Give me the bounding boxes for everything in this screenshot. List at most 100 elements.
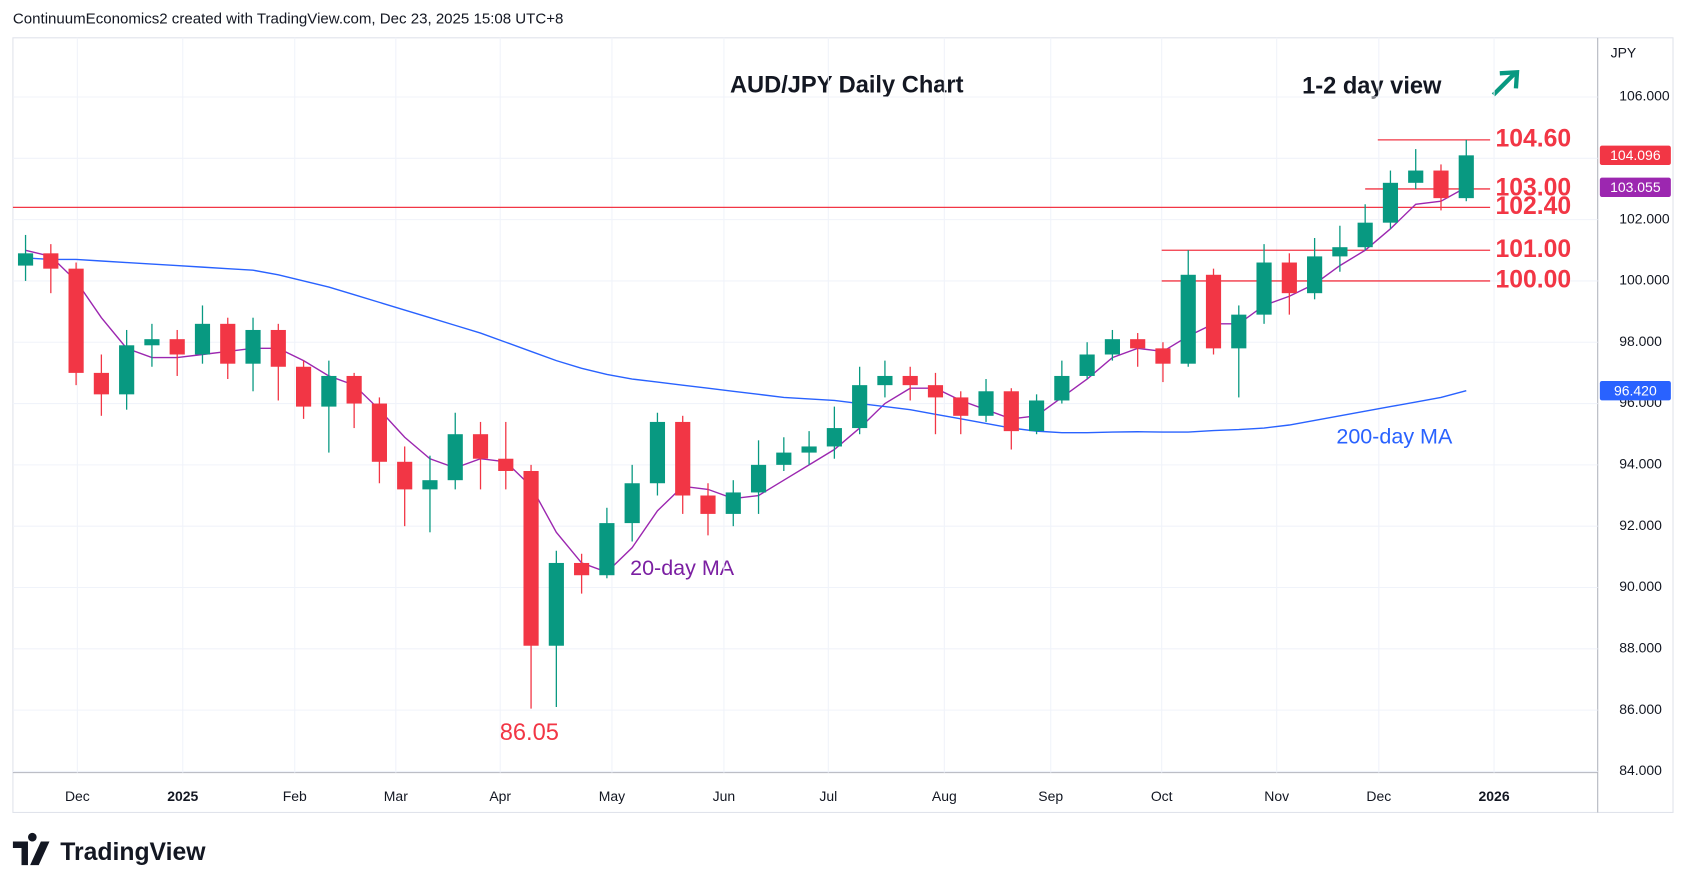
candle-body: [346, 375, 362, 404]
candle-body: [1332, 247, 1348, 257]
candle-body: [826, 428, 842, 447]
candle-body: [548, 562, 564, 646]
candle-body: [1433, 170, 1449, 199]
candle-body: [1231, 314, 1247, 349]
candle-body: [750, 464, 767, 493]
x-tick-label: Aug: [932, 788, 957, 804]
candle-body: [371, 403, 387, 462]
low-label: 86.05: [500, 720, 559, 746]
x-tick-label: Jul: [819, 788, 837, 804]
candle-body: [472, 434, 489, 459]
candle-body: [927, 385, 944, 398]
candle-body: [523, 470, 539, 646]
x-tick-label: Dec: [65, 788, 90, 804]
candle-body: [902, 375, 918, 386]
y-tick-label: 102.000: [1619, 210, 1670, 226]
candle-body: [43, 253, 59, 269]
up-arrow: [1491, 69, 1520, 97]
candle-body: [599, 523, 615, 576]
logo: TradingView: [12, 832, 206, 866]
candle-body: [877, 375, 893, 386]
candle-body: [1028, 400, 1045, 432]
candle-body: [1155, 348, 1171, 364]
level-label: 102.40: [1495, 193, 1571, 220]
candle-body: [1205, 274, 1222, 349]
candle-body: [144, 339, 160, 346]
candle-body: [17, 253, 34, 266]
ma200-label: 200-day MA: [1336, 425, 1453, 449]
x-tick-label: Sep: [1038, 788, 1063, 804]
y-tick-label: 100.000: [1619, 272, 1670, 288]
x-tick-label: Jun: [713, 788, 736, 804]
candle-body: [1458, 155, 1474, 199]
level-label: 104.60: [1495, 125, 1571, 152]
x-tick-label: 2026: [1479, 788, 1510, 804]
candle-body: [245, 329, 261, 364]
candle-body: [700, 495, 716, 514]
y-tick-label: 84.000: [1619, 762, 1662, 778]
price-badge-label: 103.055: [1610, 179, 1661, 195]
x-tick-label: Oct: [1151, 788, 1173, 804]
ma20-label: 20-day MA: [630, 556, 735, 580]
candle-body: [1180, 274, 1196, 364]
price-badge-label: 96.420: [1614, 382, 1657, 398]
candle-body: [422, 480, 438, 490]
view-label: 1-2 day view: [1302, 74, 1442, 100]
candle-body: [624, 483, 640, 524]
x-tick-label: 2025: [167, 788, 198, 804]
x-tick-label: Mar: [384, 788, 408, 804]
candle-body: [68, 268, 84, 373]
candle-body: [1003, 391, 1019, 432]
y-tick-label: 92.000: [1619, 517, 1662, 533]
candle-body: [1079, 354, 1095, 376]
candle-body: [397, 461, 413, 490]
candle-body: [574, 562, 590, 576]
x-tick-label: Dec: [1366, 788, 1391, 804]
price-badge: [1599, 145, 1671, 166]
x-tick-label: Apr: [489, 788, 511, 804]
candle-body: [801, 446, 817, 453]
y-tick-label: 98.000: [1619, 333, 1662, 349]
price-badge: [1599, 177, 1671, 197]
candle-body: [852, 385, 868, 429]
candle-body: [169, 339, 185, 355]
candle-body: [1408, 170, 1424, 183]
candle-body: [321, 375, 337, 407]
candle-body: [649, 421, 666, 484]
chart-title: AUD/JPY Daily Chart: [730, 72, 964, 98]
header: ContinuumEconomics2 created with Trading…: [13, 11, 563, 28]
candle-body: [1104, 339, 1120, 355]
frame: [12, 37, 1674, 813]
level-label: 100.00: [1495, 266, 1571, 293]
x-tick-label: May: [599, 788, 625, 804]
candle-body: [295, 366, 312, 407]
level-label: 101.00: [1495, 236, 1571, 263]
axis-unit: JPY: [1611, 45, 1637, 61]
candle-body: [220, 323, 236, 364]
y-tick-label: 88.000: [1619, 639, 1662, 655]
candle-body: [776, 452, 792, 465]
candle-body: [1281, 262, 1297, 294]
candle-body: [1382, 182, 1399, 223]
x-tick-label: Nov: [1264, 788, 1289, 804]
candle-body: [498, 458, 514, 471]
y-tick-label: 106.000: [1619, 88, 1670, 104]
candle-body: [675, 421, 691, 496]
y-tick-label: 94.000: [1619, 456, 1662, 472]
level-label: 103.00: [1495, 174, 1571, 201]
candle-body: [1256, 262, 1272, 315]
candle-body: [725, 492, 741, 514]
candle-body: [270, 329, 286, 367]
candle-body: [1357, 222, 1373, 248]
candle-body: [194, 323, 211, 355]
candle-body: [1130, 339, 1146, 349]
moving-average: [25, 257, 1467, 434]
candle-body: [1307, 256, 1323, 294]
candle-body: [1054, 375, 1070, 401]
price-badge-label: 104.096: [1610, 147, 1661, 163]
price-badge: [1599, 380, 1671, 401]
y-tick-label: 90.000: [1619, 578, 1662, 594]
logo-text: TradingView: [60, 839, 206, 866]
candle-body: [978, 391, 994, 416]
